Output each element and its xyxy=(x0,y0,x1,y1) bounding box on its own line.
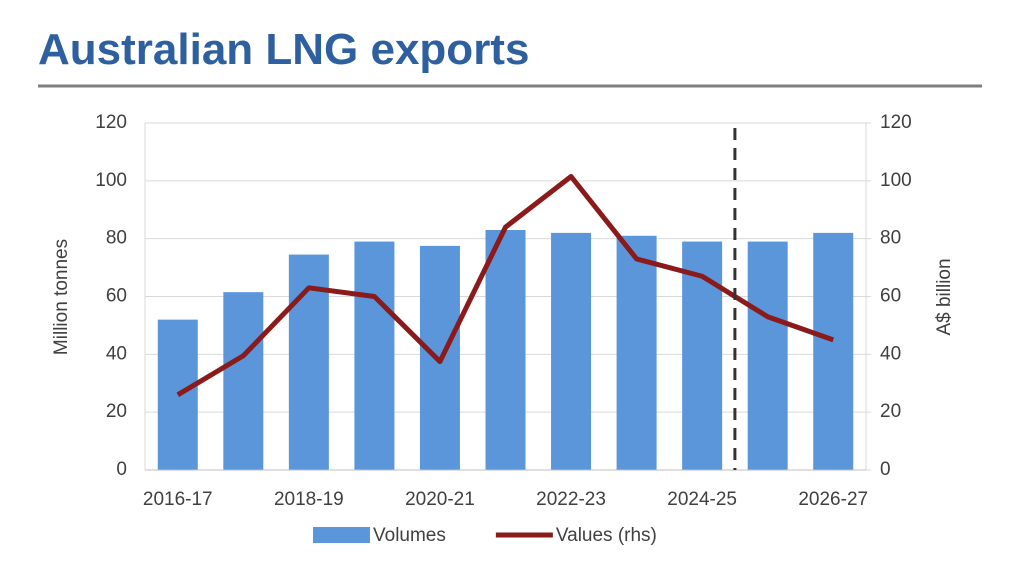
x-tick-label: 2022-23 xyxy=(536,489,606,510)
line xyxy=(176,173,835,397)
y-tick-label: 120 xyxy=(95,112,127,133)
y2-tick-label: 40 xyxy=(880,343,901,364)
legend-swatch xyxy=(313,527,370,543)
x-tick-label: 2024-25 xyxy=(667,489,737,510)
bar xyxy=(747,241,788,470)
y-tick-label: 40 xyxy=(106,343,127,364)
bar xyxy=(616,235,657,470)
y-tick-label: 20 xyxy=(106,401,127,422)
chart-title: Australian LNG exports xyxy=(38,25,529,74)
y-tick-label: 60 xyxy=(106,286,127,307)
bar xyxy=(682,241,723,470)
bar xyxy=(813,232,854,470)
bar xyxy=(551,232,592,470)
bar xyxy=(223,292,264,470)
y2-tick-label: 100 xyxy=(880,170,912,191)
y-axis-label: Million tonnes xyxy=(51,239,72,355)
x-tick-label: 2020-21 xyxy=(405,489,475,510)
y-tick-label: 80 xyxy=(106,228,127,249)
x-tick-label: 2026-27 xyxy=(798,489,868,510)
y-tick-label: 0 xyxy=(116,459,127,480)
y2-tick-label: 0 xyxy=(880,459,891,480)
y2-tick-label: 80 xyxy=(880,228,901,249)
y2-tick-label: 120 xyxy=(880,112,912,133)
legend-label: Volumes xyxy=(373,525,446,546)
y-tick-label: 100 xyxy=(95,170,127,191)
y2-tick-label: 60 xyxy=(880,286,901,307)
y2-axis-label: A$ billion xyxy=(934,258,955,335)
y2-tick-label: 20 xyxy=(880,401,901,422)
x-tick-label: 2018-19 xyxy=(274,489,344,510)
bar xyxy=(354,241,395,470)
legend-label: Values (rhs) xyxy=(556,525,657,546)
x-tick-label: 2016-17 xyxy=(143,489,213,510)
bar xyxy=(485,229,526,470)
